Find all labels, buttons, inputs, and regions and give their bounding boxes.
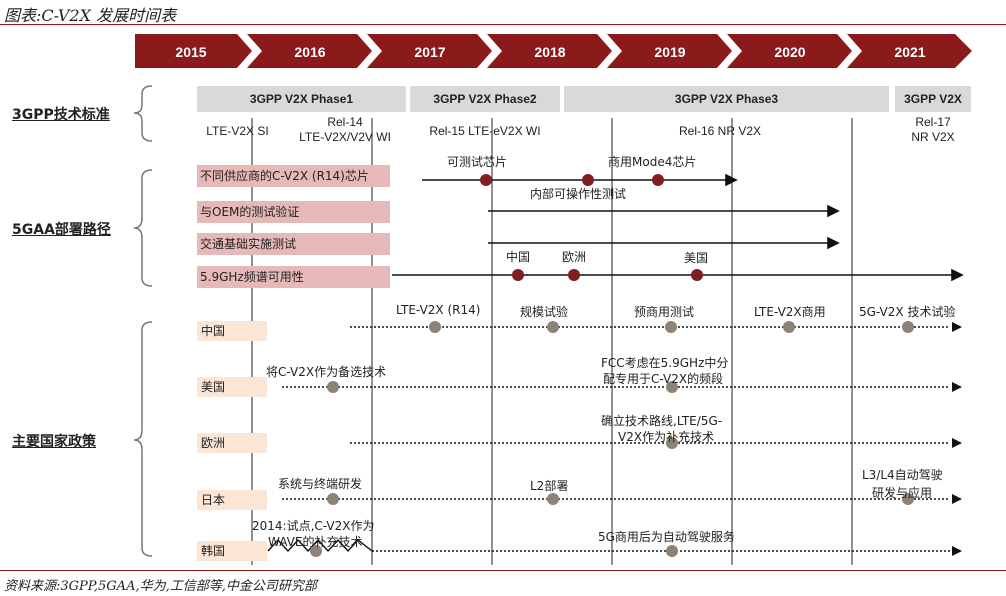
year-banner-seg-2020 <box>727 34 852 68</box>
category-3gpp: 3GPP技术标准 <box>12 107 110 123</box>
policy-japan-label: L2部署 <box>530 479 569 493</box>
gaa-note-mode4: 商用Mode4芯片 <box>608 155 697 169</box>
gaa-note-usa: 美国 <box>684 251 709 265</box>
year-label: 2019 <box>654 44 686 60</box>
year-label: 2015 <box>175 44 207 60</box>
year-label: 2017 <box>414 44 446 60</box>
policy-china-label: LTE-V2X商用 <box>754 305 826 319</box>
phase-box-1: 3GPP V2X Phase1 <box>197 86 406 112</box>
bracket-policy <box>133 321 153 557</box>
release-label: Rel-17 <box>915 115 951 129</box>
gaa-row-chip: 不同供应商的C-V2X (R14)芯片 <box>197 165 390 187</box>
gaa-note-testable: 可测试芯片 <box>447 155 508 169</box>
release-label: LTE-V2X/V2V WI <box>299 130 391 144</box>
category-policy: 主要国家政策 <box>12 434 96 450</box>
marker-europe-spectrum <box>568 269 580 281</box>
bracket-gaa <box>133 169 153 287</box>
gaa-row-spectrum: 5.9GHz频谱可用性 <box>197 266 390 288</box>
policy-japan-label: 研发与应用 <box>872 486 933 500</box>
marker-interop <box>582 174 594 186</box>
year-banner <box>135 34 972 68</box>
year-label: 2016 <box>294 44 326 60</box>
release-label: NR V2X <box>911 130 955 144</box>
year-banner-seg-2018 <box>487 34 612 68</box>
country-china: 中国 <box>197 321 267 341</box>
release-label: Rel-15 LTE-eV2X WI <box>429 124 541 138</box>
phase-box-2: 3GPP V2X Phase2 <box>410 86 560 112</box>
gaa-markers <box>480 174 703 281</box>
policy-europe-label: 确立技术路线,LTE/5G- <box>601 414 723 428</box>
policy-china-label: 5G-V2X 技术试验 <box>859 305 956 319</box>
year-banner-seg-2021 <box>847 34 972 68</box>
top-separator <box>0 24 1006 25</box>
gaa-note-europe: 欧洲 <box>562 250 587 264</box>
policy-china-label: LTE-V2X (R14) <box>396 303 481 317</box>
category-brackets <box>133 85 153 557</box>
gaa-note-interop: 内部可操作性测试 <box>530 187 627 201</box>
marker-china-spectrum <box>512 269 524 281</box>
country-japan: 日本 <box>197 490 267 510</box>
gaa-row-infra: 交通基础实施测试 <box>197 233 390 255</box>
bracket-std <box>133 85 153 142</box>
policy-china-label: 预商用测试 <box>634 305 695 319</box>
year-label: 2018 <box>534 44 566 60</box>
country-europe: 欧洲 <box>197 433 267 453</box>
release-label: Rel-16 NR V2X <box>678 124 762 138</box>
policy-japan-label: 系统与终端研发 <box>278 477 363 491</box>
marker-testable-chip <box>480 174 492 186</box>
marker-usa-spectrum <box>691 269 703 281</box>
policy-europe-label: V2X作为补充技术 <box>618 430 715 444</box>
policy-lines <box>282 326 950 552</box>
korea-zigzag <box>267 538 373 553</box>
source-note: 资料来源:3GPP,5GAA,华为,工信部等,中金公司研究部 <box>4 579 317 594</box>
policy-korea-label: 5G商用后为自动驾驶服务 <box>598 530 735 544</box>
policy-korea-label: WAVE的补充技术 <box>268 535 363 549</box>
policy-markers <box>310 321 914 557</box>
release-label: Rel-14 <box>327 115 363 129</box>
gaa-note-china: 中国 <box>506 250 531 264</box>
year-banner-seg-2019 <box>607 34 732 68</box>
bottom-separator <box>0 570 1006 571</box>
marker-mode4 <box>652 174 664 186</box>
year-label: 2020 <box>774 44 806 60</box>
country-usa: 美国 <box>197 377 267 397</box>
policy-usa-label: FCC考虑在5.9GHz中分 <box>601 356 729 370</box>
year-banner-seg-2016 <box>247 34 372 68</box>
policy-china-label: 规模试验 <box>520 305 569 319</box>
gaa-lines <box>392 173 964 282</box>
policy-usa-label: 配专用于C-V2X的频段 <box>603 372 724 386</box>
phase-box-3: 3GPP V2X Phase3 <box>564 86 889 112</box>
policy-usa-label: 将C-V2X作为备选技术 <box>266 365 387 379</box>
year-banner-seg-2015 <box>135 34 252 68</box>
policy-korea-label: 2014:试点,C-V2X作为 <box>252 519 375 533</box>
policy-japan-label: L3/L4自动驾驶 <box>862 468 943 482</box>
country-korea: 韩国 <box>197 541 267 561</box>
figure-title: 图表:C-V2X 发展时间表 <box>4 6 177 25</box>
year-label: 2021 <box>894 44 926 60</box>
release-label: LTE-V2X SI <box>206 124 269 138</box>
phase-box-4: 3GPP V2X <box>895 86 971 112</box>
gaa-row-oem: 与OEM的测试验证 <box>197 201 390 223</box>
policy-arrowheads <box>952 322 962 556</box>
category-5gaa: 5GAA部署路径 <box>12 222 111 238</box>
year-banner-seg-2017 <box>367 34 492 68</box>
